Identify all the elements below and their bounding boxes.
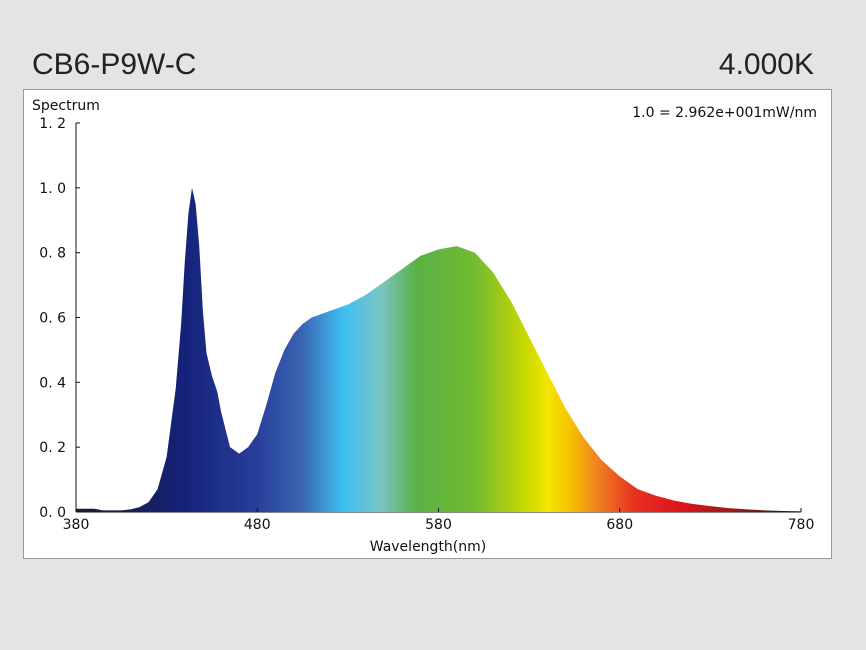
y-axis-ticks: 0. 0 0. 2 0. 4 0. 6 0. 8 1. 0 1. 2 bbox=[39, 116, 80, 521]
chart-panel: 0. 0 0. 2 0. 4 0. 6 0. 8 1. 0 1. 2 380 480 580 68… bbox=[23, 89, 832, 559]
spectrum-area bbox=[76, 187, 801, 512]
x-tick-label: 780 bbox=[788, 517, 815, 533]
x-axis-label: Wavelength(nm) bbox=[370, 539, 486, 555]
x-tick-label: 580 bbox=[425, 517, 452, 533]
x-tick-label: 680 bbox=[606, 517, 633, 533]
x-axis-ticks: 380 480 580 680 780 bbox=[63, 508, 815, 533]
y-tick-label: 0. 4 bbox=[39, 375, 66, 391]
y-tick-label: 0. 0 bbox=[39, 505, 66, 521]
y-tick-label: 1. 0 bbox=[39, 181, 66, 197]
y-axis-label: Spectrum bbox=[32, 98, 100, 114]
scale-note: 1.0 = 2.962e+001mW/nm bbox=[632, 105, 817, 121]
x-tick-label: 380 bbox=[63, 517, 90, 533]
y-tick-label: 0. 6 bbox=[39, 311, 66, 327]
y-tick-label: 0. 2 bbox=[39, 440, 66, 456]
y-tick-label: 0. 8 bbox=[39, 246, 66, 262]
x-tick-label: 480 bbox=[244, 517, 271, 533]
y-tick-label: 1. 2 bbox=[39, 116, 66, 132]
spectrum-chart: 0. 0 0. 2 0. 4 0. 6 0. 8 1. 0 1. 2 380 480 580 68… bbox=[32, 98, 817, 555]
cct-value: 4.000K bbox=[718, 48, 814, 81]
model-title: CB6-P9W-C bbox=[32, 48, 197, 81]
